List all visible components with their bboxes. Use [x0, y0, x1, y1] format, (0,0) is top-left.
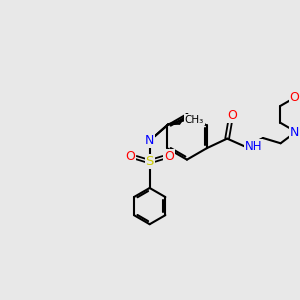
- Text: CH₃: CH₃: [185, 115, 204, 124]
- Text: S: S: [146, 155, 154, 168]
- Text: O: O: [125, 150, 135, 163]
- Text: O: O: [164, 150, 174, 163]
- Text: NH: NH: [244, 140, 262, 153]
- Text: N: N: [290, 126, 299, 139]
- Text: O: O: [227, 109, 237, 122]
- Text: N: N: [145, 134, 154, 147]
- Text: O: O: [290, 91, 300, 104]
